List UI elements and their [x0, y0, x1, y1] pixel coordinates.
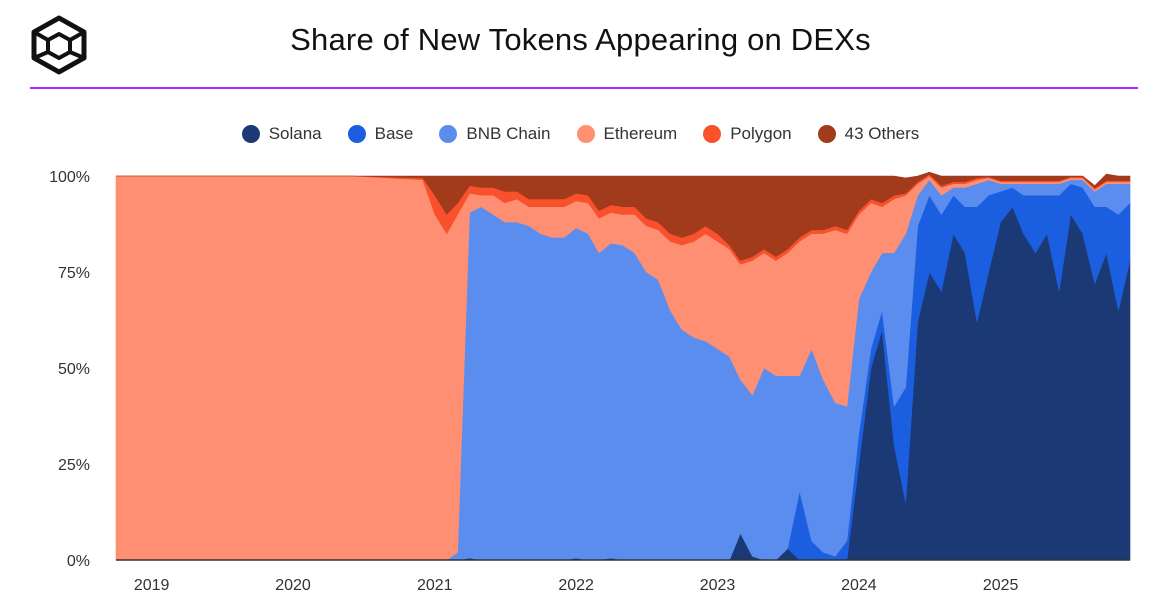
legend-item-polygon: Polygon — [703, 124, 792, 144]
legend-swatch — [439, 125, 458, 143]
header: Share of New Tokens Appearing on DEXs — [0, 0, 1161, 92]
y-tick-label: 100% — [49, 169, 90, 186]
legend-item-solana: Solana — [241, 124, 322, 144]
page-title: Share of New Tokens Appearing on DEXs — [290, 22, 871, 57]
legend-label: 43 Others — [844, 124, 920, 143]
area-series-43-others — [116, 171, 1131, 261]
stacked-area-chart: 0% 25% 50% 75% 100% 2019 2020 2021 2022 2023 2024 2… — [49, 169, 1131, 594]
cube-logo-icon — [31, 15, 87, 75]
legend-label: Solana — [268, 124, 322, 143]
x-tick-label: 2021 — [417, 577, 453, 594]
y-tick-label: 0% — [67, 553, 90, 570]
legend-label: Base — [374, 124, 414, 143]
x-tick-label: 2020 — [275, 577, 311, 594]
title-divider — [30, 87, 1138, 89]
legend-swatch — [347, 125, 366, 143]
legend-label: Polygon — [730, 124, 792, 143]
legend-label: Ethereum — [603, 124, 678, 143]
legend-item-ethereum: Ethereum — [576, 124, 678, 144]
legend-swatch — [817, 125, 836, 143]
x-tick-label: 2019 — [134, 577, 170, 594]
legend-swatch — [241, 125, 260, 143]
y-tick-label: 75% — [58, 265, 90, 282]
legend-item-base: Base — [347, 124, 414, 144]
x-tick-label: 2025 — [983, 577, 1019, 594]
x-tick-label: 2024 — [841, 577, 877, 594]
x-tick-label: 2023 — [700, 577, 736, 594]
legend-swatch — [576, 125, 595, 143]
legend-item-43-others: 43 Others — [817, 124, 920, 144]
legend-swatch — [703, 125, 722, 143]
x-tick-label: 2022 — [558, 577, 594, 594]
legend-item-bnb-chain: BNB Chain — [439, 124, 551, 144]
y-tick-label: 50% — [58, 361, 90, 378]
legend-label: BNB Chain — [466, 124, 551, 143]
chart-legend: Solana Base BNB Chain Ethereum Polygon 43 Oth… — [0, 124, 1161, 144]
y-tick-label: 25% — [58, 457, 90, 474]
